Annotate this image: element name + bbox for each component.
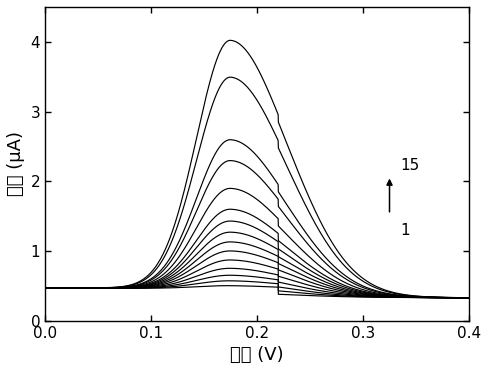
Text: 15: 15	[400, 158, 419, 173]
Y-axis label: 电流 (μA): 电流 (μA)	[7, 131, 25, 196]
X-axis label: 电压 (V): 电压 (V)	[230, 346, 284, 364]
Text: 1: 1	[400, 223, 410, 238]
